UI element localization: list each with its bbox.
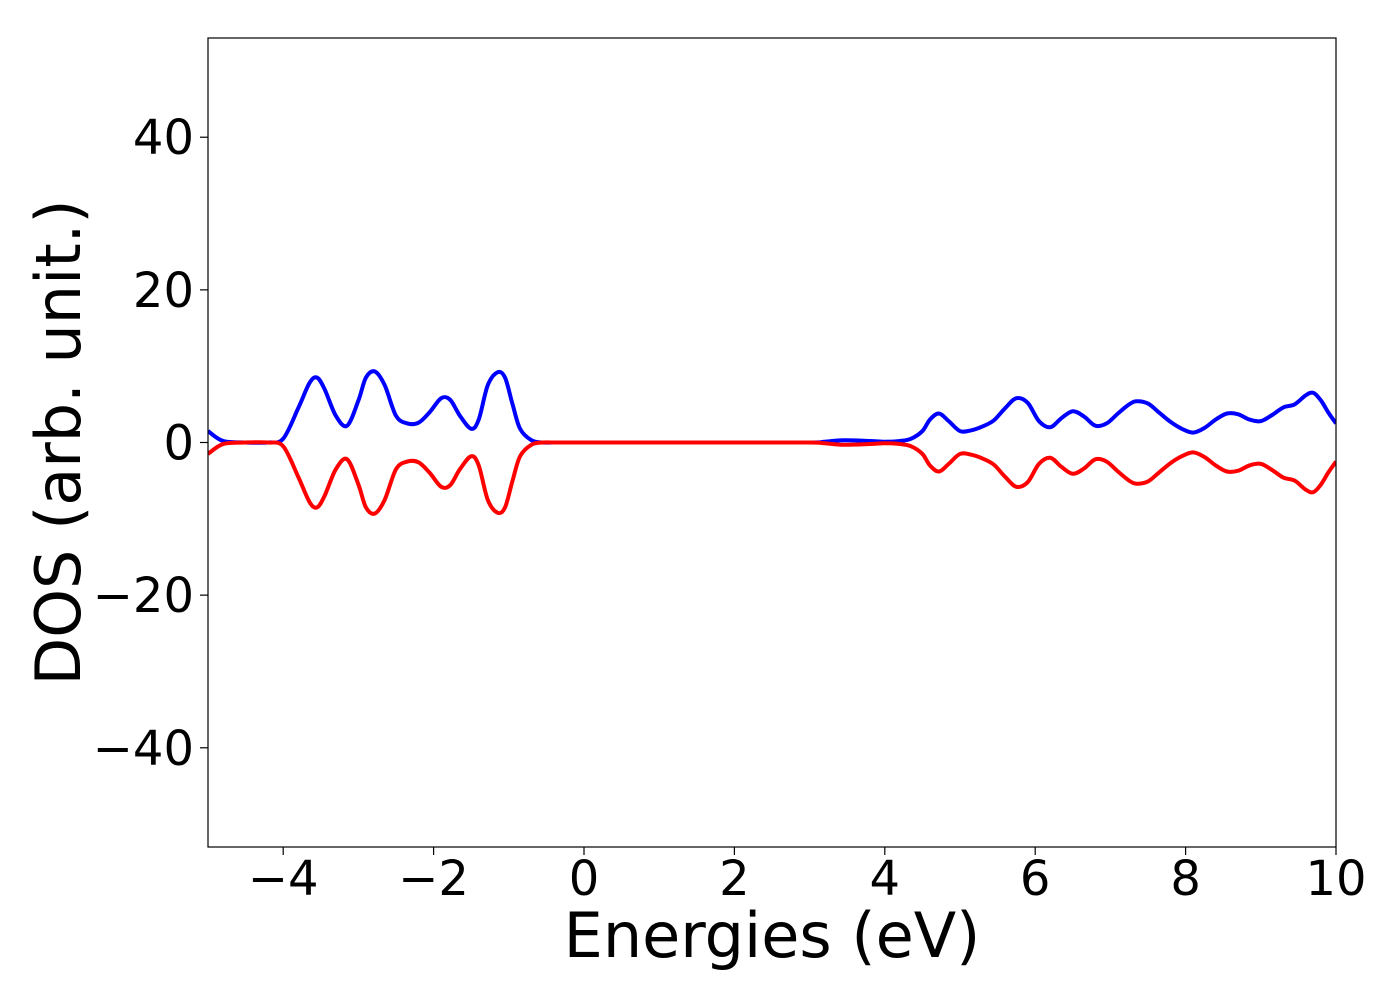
y-tick-label: −20 xyxy=(93,568,194,624)
y-tick-label: 20 xyxy=(133,263,194,319)
x-tick-label: 8 xyxy=(1170,851,1201,907)
y-tick-label: 0 xyxy=(163,416,194,472)
x-tick-label: 4 xyxy=(870,851,901,907)
y-axis-label: DOS (arb. unit.) xyxy=(22,199,95,685)
dos-series-line-1 xyxy=(208,440,1336,516)
dos-series-line-0 xyxy=(208,369,1336,445)
x-axis-ticks: −4 −2 0 2 4 6 8 10 xyxy=(248,847,1367,907)
x-tick-label: 0 xyxy=(569,851,600,907)
x-tick-label: −2 xyxy=(398,851,469,907)
x-axis-label: Energies (eV) xyxy=(564,899,981,972)
x-tick-label: 2 xyxy=(719,851,750,907)
y-axis-ticks: −40 −20 0 20 40 xyxy=(93,110,208,777)
y-tick-label: −40 xyxy=(93,721,194,777)
series-layer xyxy=(208,369,1336,516)
x-tick-label: 10 xyxy=(1305,851,1366,907)
x-tick-label: 6 xyxy=(1020,851,1051,907)
y-tick-label: 40 xyxy=(133,110,194,166)
x-tick-label: −4 xyxy=(248,851,319,907)
